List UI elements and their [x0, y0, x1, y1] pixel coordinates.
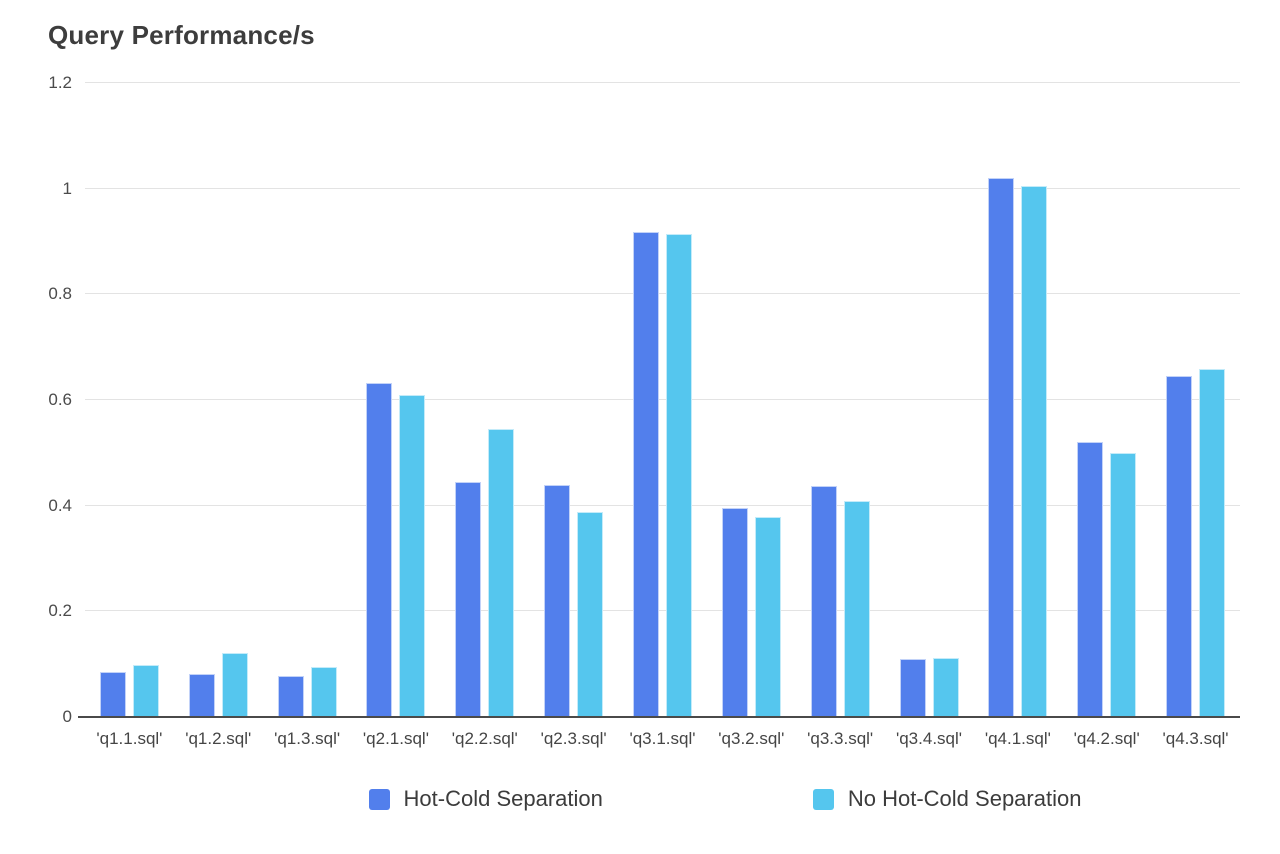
bar-no-hot-cold-separation [221, 652, 248, 717]
gridline [85, 504, 1240, 506]
bar-no-hot-cold-separation [310, 667, 337, 717]
bar-no-hot-cold-separation [399, 394, 426, 717]
bar-group-q4-3-sql [1151, 83, 1240, 717]
x-tick-label: 'q1.1.sql' [96, 729, 163, 748]
x-tick-label: 'q2.3.sql' [540, 729, 607, 748]
bar-no-hot-cold-separation [577, 512, 604, 717]
legend-swatch [812, 788, 834, 810]
bar-no-hot-cold-separation [754, 517, 781, 717]
legend-label: Hot-Cold Separation [403, 786, 603, 811]
bar-no-hot-cold-separation [932, 657, 959, 717]
bar-hot-cold-separation [1077, 442, 1104, 717]
bar-group-q1-2-sql [174, 83, 263, 717]
bar-group-q2-1-sql [352, 83, 441, 717]
bar-no-hot-cold-separation [1021, 186, 1048, 717]
x-tick-label: 'q4.1.sql' [984, 729, 1051, 748]
bar-no-hot-cold-separation [665, 233, 692, 717]
bar-group-q1-3-sql [263, 83, 352, 717]
legend-label: No Hot-Cold Separation [847, 786, 1082, 811]
bar-group-q3-1-sql [618, 83, 707, 717]
bar-hot-cold-separation [632, 232, 659, 717]
bar-group-q3-2-sql [707, 83, 796, 717]
y-tick-label: 0.2 [48, 601, 72, 621]
gridline [85, 610, 1240, 612]
gridline [85, 293, 1240, 295]
legend: Hot-Cold Separation No Hot-Cold Separatio… [0, 786, 1280, 812]
bar-hot-cold-separation [1166, 376, 1193, 717]
bar-hot-cold-separation [99, 672, 126, 717]
x-tick-label: 'q4.3.sql' [1162, 729, 1229, 748]
bar-hot-cold-separation [277, 675, 304, 717]
bar-hot-cold-separation [544, 484, 571, 717]
bar-no-hot-cold-separation [1199, 369, 1226, 717]
x-tick-label: 'q3.1.sql' [629, 729, 696, 748]
y-tick-label: 0.8 [48, 284, 72, 304]
y-tick-label: 0.6 [48, 390, 72, 409]
gridline [85, 82, 1240, 83]
bar-hot-cold-separation [810, 485, 837, 717]
bar-group-q4-1-sql [973, 83, 1062, 717]
x-tick-label: 'q3.3.sql' [807, 729, 874, 748]
bar-hot-cold-separation [366, 383, 393, 717]
bar-group-q2-2-sql [440, 83, 529, 717]
bar-hot-cold-separation [721, 508, 748, 717]
plot-area [78, 82, 1240, 718]
bar-hot-cold-separation [988, 178, 1015, 717]
x-tick-label: 'q2.1.sql' [362, 729, 429, 748]
bar-hot-cold-separation [899, 658, 926, 717]
x-tick-label: 'q2.2.sql' [451, 729, 518, 748]
gridline [85, 399, 1240, 400]
y-axis: 0 0.2 0.4 0.6 0.8 1 1.2 [0, 73, 72, 726]
x-tick-label: 'q4.2.sql' [1073, 729, 1140, 748]
bar-no-hot-cold-separation [843, 501, 870, 717]
x-axis-line [78, 716, 1240, 718]
x-tick-label: 'q3.4.sql' [895, 729, 963, 748]
bar-group-q3-4-sql [885, 83, 974, 717]
x-tick-label: 'q1.3.sql' [274, 729, 341, 748]
x-tick-label: 'q3.2.sql' [718, 729, 785, 748]
legend-item-no-hot-cold-separation: No Hot-Cold Separation [812, 786, 1082, 812]
y-tick-label: 1 [62, 178, 72, 198]
legend-item-hot-cold-separation: Hot-Cold Separation [368, 786, 603, 812]
bar-no-hot-cold-separation [132, 665, 159, 717]
bar-no-hot-cold-separation [488, 429, 515, 717]
bar-group-q3-3-sql [796, 83, 885, 717]
bar-no-hot-cold-separation [1110, 452, 1137, 717]
chart-title: Query Performance/s [48, 20, 315, 50]
y-tick-label: 1.2 [48, 73, 72, 92]
bar-hot-cold-separation [188, 673, 215, 717]
bar-group-q2-3-sql [529, 83, 618, 717]
bar-hot-cold-separation [455, 481, 482, 717]
gridline [85, 187, 1240, 189]
y-tick-label: 0.4 [48, 495, 72, 515]
bar-plot [85, 83, 1240, 717]
bar-group-q1-1-sql [85, 83, 174, 717]
legend-swatch [368, 788, 390, 810]
y-tick-label: 0 [62, 707, 72, 726]
x-axis: 'q1.1.sql' 'q1.2.sql' 'q1.3.sql' 'q2.1.sql'… [85, 729, 1240, 749]
x-tick-label: 'q1.2.sql' [185, 729, 252, 748]
bar-group-q4-2-sql [1062, 83, 1151, 717]
